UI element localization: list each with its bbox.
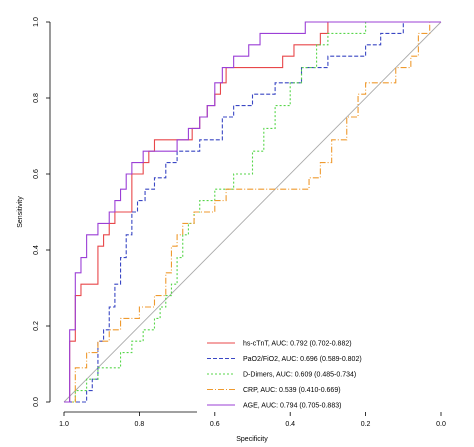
y-ticks: 0.0 0.2 0.4 0.6 0.8 1.0 [33, 17, 50, 407]
series-line-1 [64, 21, 441, 403]
legend-label-1: hs-cTnT, AUC: 0.792 (0.702-0.882) [243, 341, 352, 348]
x-tick-label: 0.4 [285, 421, 295, 428]
series-line-3 [64, 21, 441, 403]
x-ticks: 1.0 0.8 0.6 0.4 0.2 0.0 [59, 412, 446, 428]
legend-label-3: D-Dimers, AUC: 0.609 (0.485-0.734) [243, 372, 356, 379]
legend-label-2: PaO2/FiO2, AUC: 0.696 (0.589-0.802) [243, 356, 362, 363]
y-tick-label: 1.0 [33, 17, 40, 27]
y-tick-label: 0.8 [33, 93, 40, 103]
y-tick-label: 0.0 [33, 397, 40, 407]
series-line-4 [64, 21, 441, 403]
series-line-5 [64, 21, 441, 403]
x-tick-label: 0.8 [135, 421, 145, 428]
series-line-2 [64, 21, 441, 403]
x-tick-label: 0.6 [210, 421, 220, 428]
x-tick-label: 0.2 [361, 421, 371, 428]
x-tick-label: 1.0 [59, 421, 69, 428]
legend-label-4: CRP, AUC: 0.539 (0.410-0.669) [243, 387, 341, 394]
y-tick-label: 0.4 [33, 245, 40, 255]
legend-label-5: AGE, AUC: 0.794 (0.705-0.883) [243, 403, 341, 410]
y-tick-label: 0.2 [33, 321, 40, 331]
y-axis-title: Sensitivity [17, 196, 24, 228]
axes [49, 22, 197, 413]
x-axis-title: Specificity [236, 436, 268, 443]
reference-diagonal [63, 21, 442, 403]
y-tick-label: 0.6 [33, 169, 40, 179]
x-tick-label: 0.0 [436, 421, 446, 428]
plot-area [63, 21, 442, 403]
legend: hs-cTnT, AUC: 0.792 (0.702-0.882) PaO2/Fi… [207, 341, 362, 410]
